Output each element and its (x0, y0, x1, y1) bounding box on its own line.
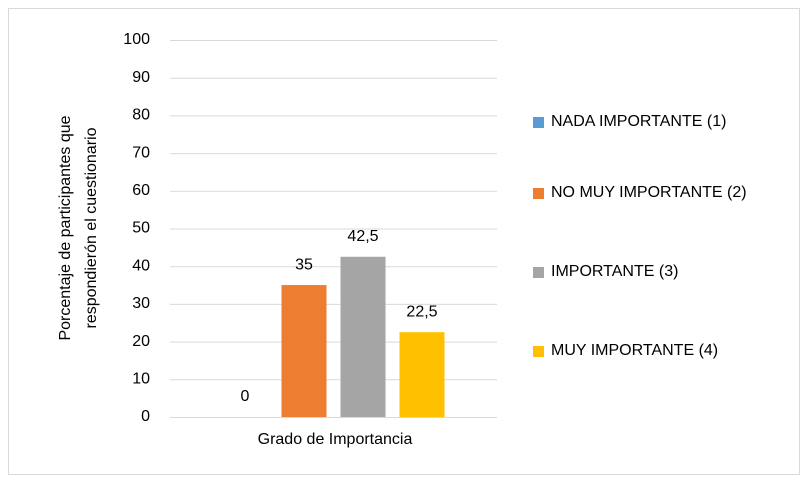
y-tick-label: 0 (141, 408, 150, 425)
data-label: 0 (241, 388, 250, 405)
legend-label: NADA IMPORTANTE (1) (551, 113, 727, 130)
legend-item: NADA IMPORTANTE (1) (533, 104, 765, 140)
y-axis-label: Porcentaje de participantes que respondi… (57, 115, 100, 340)
y-tick-label: 100 (123, 31, 150, 48)
y-tick-label: 80 (132, 107, 150, 124)
legend-swatch (533, 267, 544, 278)
y-tick-label: 20 (132, 333, 150, 350)
data-label: 22,5 (406, 303, 437, 320)
y-tick-label: 60 (132, 182, 150, 199)
bar (340, 256, 386, 417)
legend-label: MUY IMPORTANTE (4) (551, 342, 719, 359)
y-tick-label: 90 (132, 69, 150, 86)
legend-swatch (533, 188, 544, 199)
data-label: 35 (295, 256, 313, 273)
legend-swatch (533, 346, 544, 357)
y-axis-label-line: Porcentaje de participantes que (57, 115, 74, 340)
legend-item: IMPORTANTE (3) (533, 254, 765, 290)
legend-item: MUY IMPORTANTE (4) (533, 333, 765, 369)
y-axis-label-line: respondierón el cuestionario (83, 127, 100, 328)
y-tick-label: 30 (132, 295, 150, 312)
legend-label: NO MUY IMPORTANTE (2) (551, 184, 747, 201)
bar (399, 332, 445, 417)
y-tick-label: 70 (132, 144, 150, 161)
y-tick-label: 50 (132, 220, 150, 237)
data-label: 42,5 (347, 228, 378, 245)
x-axis-label: Grado de Importancia (258, 431, 413, 448)
legend-label: IMPORTANTE (3) (551, 263, 679, 280)
y-tick-label: 40 (132, 257, 150, 274)
legend-item: NO MUY IMPORTANTE (2) (533, 175, 765, 211)
legend-swatch (533, 117, 544, 128)
y-tick-label: 10 (132, 371, 150, 388)
bar (281, 285, 327, 417)
